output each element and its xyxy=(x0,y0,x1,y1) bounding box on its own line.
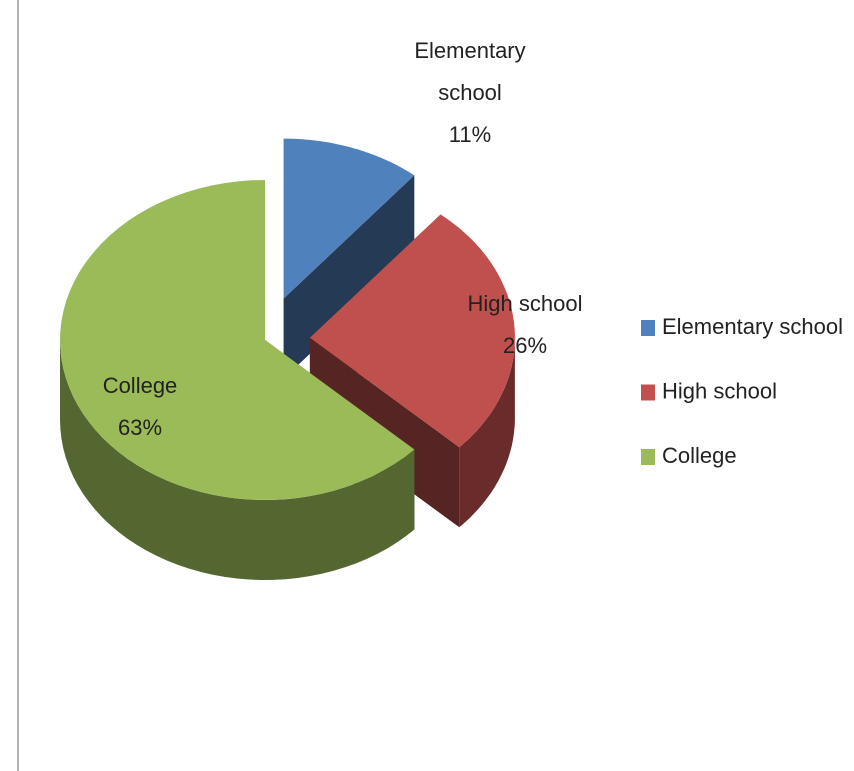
data-label: College 63% xyxy=(55,365,225,449)
data-label-name: High school xyxy=(467,291,583,316)
data-label: Elementary school 11% xyxy=(385,30,555,156)
slice-side xyxy=(459,337,515,528)
slice xyxy=(283,138,415,299)
slice xyxy=(309,214,515,448)
legend-label: Elementary school xyxy=(662,314,843,339)
data-label-name: Elementary school xyxy=(414,38,526,105)
data-label-value: 26% xyxy=(502,333,548,358)
legend-swatch xyxy=(641,449,655,465)
legend-swatch xyxy=(641,384,655,401)
data-label: High school 26% xyxy=(440,283,610,367)
legend-label: High school xyxy=(662,378,777,403)
data-label-name: College xyxy=(102,373,178,398)
data-label-value: 63% xyxy=(117,415,163,440)
slice-wall xyxy=(283,175,415,379)
legend-swatch xyxy=(641,320,655,336)
data-label-value: 11% xyxy=(448,122,492,147)
slice-side xyxy=(60,340,415,580)
slice xyxy=(60,180,415,500)
legend-label: College xyxy=(662,443,737,468)
